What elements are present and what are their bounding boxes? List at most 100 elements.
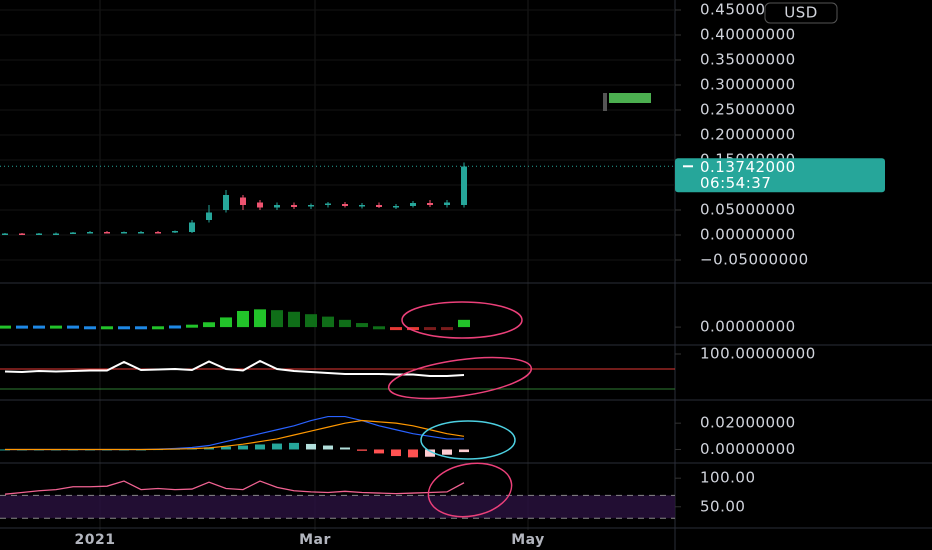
- y-tick-label: 0.30000000: [700, 76, 796, 94]
- time-label: May: [511, 532, 545, 548]
- macd-bar: [408, 449, 418, 458]
- osc-bar: [407, 327, 419, 331]
- osc-bar: [305, 314, 317, 328]
- osc-bar: [288, 311, 300, 328]
- y-tick-label: 0.00000000: [700, 226, 796, 244]
- y-tick-label: −0.05000000: [700, 251, 809, 269]
- time-label: Mar: [299, 532, 331, 548]
- marks: 0.450000000.400000000.350000000.30000000…: [0, 1, 885, 519]
- macd-bar: [238, 445, 248, 450]
- candle-body: [53, 233, 59, 235]
- osc-bar: [152, 326, 164, 330]
- y-tick-label: 0.25000000: [700, 101, 796, 119]
- osc-bar: [356, 323, 368, 328]
- osc-bar: [322, 316, 334, 328]
- macd-bar: [391, 449, 401, 457]
- macd-bar: [442, 449, 452, 455]
- osc-bar: [458, 319, 470, 328]
- osc-bar: [424, 327, 436, 331]
- currency-box[interactable]: [764, 2, 838, 24]
- macd-bar: [306, 443, 316, 450]
- osc-bar: [50, 325, 62, 329]
- osc-bar: [84, 326, 96, 330]
- osc-bar: [271, 310, 283, 328]
- y-tick-label: 0.00000000: [700, 318, 796, 336]
- macd-bar: [272, 443, 282, 450]
- y-tick-label: 0.05000000: [700, 201, 796, 219]
- candle-body: [427, 203, 433, 205]
- macd-bar: [425, 449, 435, 457]
- candle-body: [240, 197, 246, 205]
- osc-bar: [33, 325, 45, 329]
- candle-body: [342, 204, 348, 206]
- band: [0, 495, 675, 519]
- currency[interactable]: USD: [784, 4, 818, 22]
- candle-body: [155, 232, 161, 234]
- candle-body: [2, 233, 8, 235]
- osc-bar: [169, 325, 181, 329]
- osc-bar: [441, 327, 453, 331]
- candle-body: [444, 202, 450, 205]
- y-tick-label: 50.00: [700, 497, 745, 515]
- osc-bar: [339, 319, 351, 328]
- candle-body: [274, 205, 280, 208]
- osc-bar: [101, 326, 113, 330]
- countdown: 06:54:37: [700, 174, 771, 192]
- osc-bar: [220, 317, 232, 328]
- y-tick-label: 0.02000000: [700, 414, 796, 432]
- osc-bar: [373, 326, 385, 330]
- indicator-line: [4, 359, 465, 377]
- candle-body: [189, 222, 195, 232]
- candle-body: [138, 232, 144, 234]
- candle-body: [36, 233, 42, 235]
- candle-body: [461, 166, 467, 205]
- osc-bar: [0, 325, 11, 329]
- candle-body: [393, 206, 399, 208]
- grid-verticals: [99, 0, 529, 530]
- candle-body: [308, 205, 314, 207]
- candle-body: [70, 232, 76, 234]
- candle-body: [410, 203, 416, 206]
- candle-body: [121, 232, 127, 234]
- y-tick-label: 0.20000000: [700, 126, 796, 144]
- osc-bar: [67, 325, 79, 329]
- macd-line: [5, 419, 465, 451]
- price-badge: [675, 158, 885, 193]
- osc-bar: [203, 322, 215, 328]
- macd-bar: [357, 449, 367, 451]
- candle-body: [325, 203, 331, 205]
- macd-bar: [255, 444, 265, 450]
- y-tick-label: 0.40000000: [700, 26, 796, 44]
- macd-bar: [289, 442, 299, 450]
- y-tick-label: 0.35000000: [700, 51, 796, 69]
- y-tick-label: 100.00000000: [700, 345, 816, 363]
- osc-bar: [237, 310, 249, 328]
- candle-body: [223, 195, 229, 210]
- candle-body: [359, 205, 365, 207]
- osc-bar: [390, 327, 402, 331]
- candle-body: [206, 212, 212, 220]
- macd-bar: [340, 447, 350, 450]
- osc-bar: [135, 326, 147, 330]
- y-tick-label: 100.00: [700, 469, 756, 487]
- macd-bar: [374, 449, 384, 454]
- osc-bar: [254, 309, 266, 328]
- flag-drawing: [603, 93, 651, 111]
- macd-bar: [323, 445, 333, 450]
- candle-body: [19, 233, 25, 235]
- candle-body: [87, 232, 93, 234]
- indicator-line: [4, 480, 465, 495]
- y-tick-label: 0.00000000: [700, 440, 796, 458]
- candle-body: [104, 232, 110, 234]
- candle-body: [257, 202, 263, 208]
- candle-body: [172, 231, 178, 233]
- last-price: 0.13742000: [700, 158, 796, 176]
- candle-body: [376, 205, 382, 207]
- osc-bar: [118, 326, 130, 330]
- annotations: [387, 301, 533, 518]
- macd-bar: [459, 449, 469, 453]
- osc-bar: [16, 325, 28, 329]
- time-label: 2021: [75, 532, 116, 548]
